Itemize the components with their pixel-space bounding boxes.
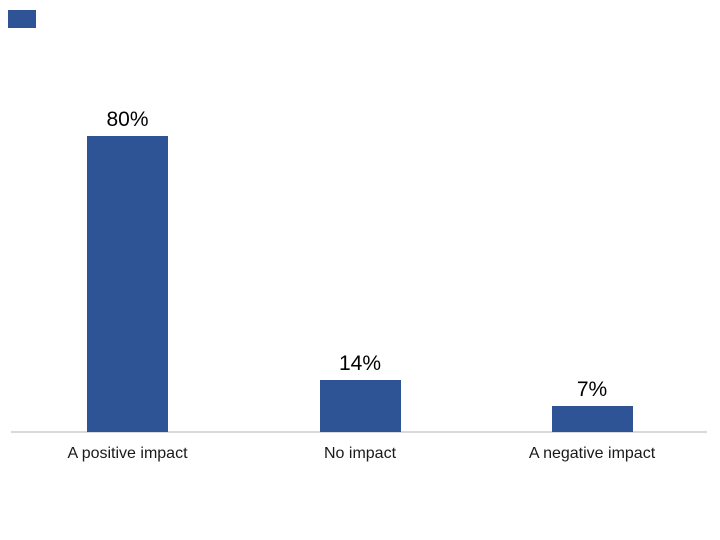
category-label-1: A positive impact <box>67 445 188 462</box>
category-label-2: No impact <box>323 445 397 462</box>
slide-accent-rectangle <box>8 10 36 28</box>
x-axis-line <box>11 431 707 433</box>
bar-2 <box>319 380 401 432</box>
bar-3 <box>551 406 633 432</box>
bar-1 <box>87 136 168 432</box>
category-label-3: A negative impact <box>528 445 656 462</box>
bar-value-label-2: 14% <box>338 352 382 375</box>
bar-value-label-3: 7% <box>576 378 608 401</box>
bar-value-label-1: 80% <box>106 108 149 131</box>
